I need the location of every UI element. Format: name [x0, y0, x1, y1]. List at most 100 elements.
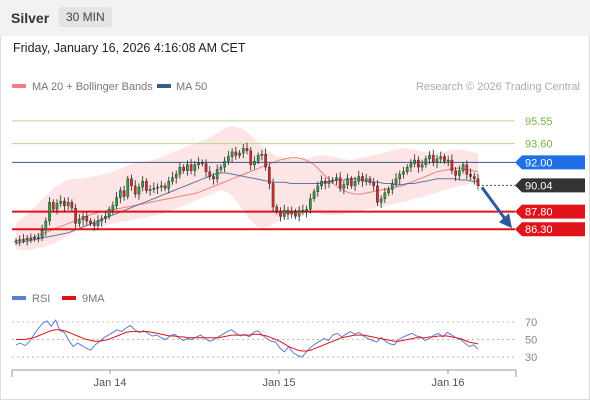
candle-body [316, 185, 320, 192]
candle-body [81, 216, 85, 221]
candle-body [137, 186, 141, 195]
candle-body [327, 180, 331, 184]
candle-body [450, 159, 454, 171]
candle-body [200, 162, 204, 164]
candle-body [350, 178, 353, 187]
candle-body [458, 170, 461, 176]
candle-body [85, 216, 89, 222]
rsi-tick-70: 70 [525, 317, 537, 329]
current-price-label: 90.04 [525, 180, 553, 192]
candle-body [238, 152, 241, 156]
candle-body [122, 190, 126, 197]
x-tick-label: Jan 14 [93, 377, 126, 389]
x-tick-label: Jan 16 [431, 377, 464, 389]
resistance-label-95.55: 95.55 [525, 116, 553, 128]
candle-body [126, 178, 130, 197]
forecast-arrow [480, 186, 508, 222]
candle-body [417, 159, 420, 168]
support-label-86.30: 86.30 [525, 224, 553, 236]
candle-body [465, 164, 469, 175]
candle-body [361, 176, 364, 182]
candle-body [37, 237, 40, 239]
candle-body [338, 177, 342, 189]
candle-body [14, 240, 18, 243]
pivot-tag [515, 155, 585, 170]
candle-body [439, 156, 443, 160]
candle-body [290, 211, 294, 215]
candle-body [249, 150, 253, 165]
credit-label: Research © 2026 Trading Central [416, 81, 580, 93]
x-tick-label: Jan 15 [262, 377, 295, 389]
timeframe-badge[interactable]: 30 MIN [59, 7, 112, 27]
candle-body [241, 148, 245, 154]
candle-body [70, 202, 74, 209]
candle-body [364, 178, 368, 182]
ma20-legend-swatch [12, 84, 26, 88]
candle-body [171, 177, 174, 182]
candle-body [428, 155, 431, 160]
candle-body [156, 186, 159, 189]
datetime-label: Friday, January 16, 2026 4:16:08 AM CET [13, 41, 246, 55]
instrument-title: Silver [11, 10, 50, 26]
candle-body [398, 173, 402, 180]
rsi-tick-30: 30 [525, 352, 537, 364]
candle-body [387, 189, 390, 194]
candle-body [294, 211, 297, 217]
candle-body [256, 155, 260, 162]
candle-body [159, 185, 163, 188]
candle-body [379, 198, 383, 203]
candle-body [461, 164, 465, 171]
candle-body [275, 206, 279, 212]
candle-body [48, 202, 51, 222]
candle-body [320, 180, 323, 187]
candle-body [145, 180, 148, 191]
candle-body [301, 210, 305, 212]
candle-body [182, 166, 185, 171]
candle-body [174, 173, 178, 178]
candle-body [204, 163, 208, 173]
candle-body [100, 218, 104, 222]
ma50-legend-swatch [157, 84, 171, 88]
candle-body [454, 170, 457, 176]
rsi-ma-legend-label: 9MA [82, 293, 105, 305]
candle-body [420, 164, 424, 168]
candle-body [107, 209, 111, 217]
candle-body [271, 183, 275, 208]
current-price-tag [515, 178, 585, 193]
bollinger-band [16, 126, 478, 251]
candle-body [74, 207, 77, 224]
ma50-line [15, 172, 478, 244]
candle-body [342, 184, 346, 189]
candle-body [215, 169, 219, 180]
candle-body [141, 180, 144, 188]
candle-body [104, 216, 107, 219]
candle-body [44, 220, 48, 231]
candle-body [472, 176, 476, 180]
candle-body [78, 219, 81, 224]
candle-body [424, 158, 428, 165]
candle-body [402, 171, 405, 175]
candle-body [443, 156, 446, 162]
chart-header: Silver 30 MIN [0, 0, 590, 36]
candle-body [163, 185, 167, 189]
candle-body [59, 200, 63, 204]
candle-body [148, 189, 152, 191]
candle-body [51, 202, 55, 210]
forecast-arrowhead [499, 213, 512, 229]
candle-body [55, 203, 59, 210]
candle-body [309, 198, 312, 210]
candle-body [469, 173, 472, 177]
support-tag-86.30 [515, 222, 585, 237]
candle-body [264, 154, 267, 168]
candle-body [230, 151, 234, 157]
candle-body [208, 171, 212, 177]
candle-body [193, 164, 197, 171]
candle-body [115, 197, 118, 206]
candle-body [133, 185, 137, 195]
candle-body [405, 166, 409, 173]
pivot-label: 92.00 [525, 157, 553, 169]
candle-body [245, 148, 249, 151]
candle-body [357, 176, 361, 182]
support-tag-87.80 [515, 204, 585, 219]
